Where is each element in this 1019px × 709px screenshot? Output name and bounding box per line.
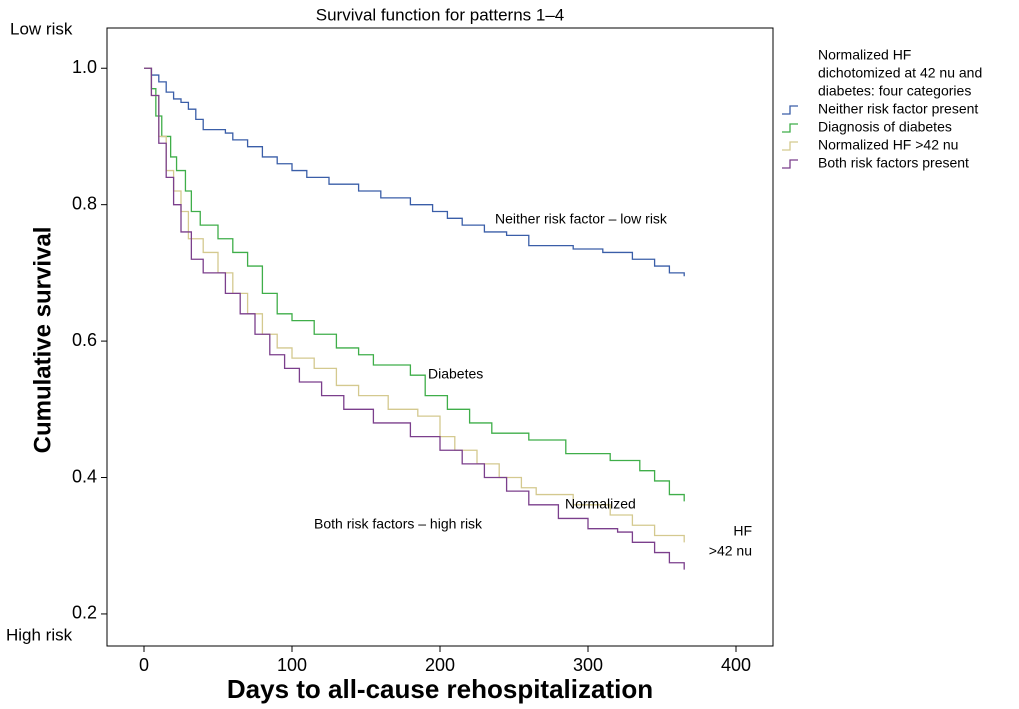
chart-title: Survival function for patterns 1–4 — [316, 5, 565, 24]
legend-swatch — [782, 141, 798, 151]
legend-title: diabetes: four categories — [818, 83, 971, 99]
legend-label: Neither risk factor present — [818, 101, 978, 117]
legend-label: Both risk factors present — [818, 155, 969, 171]
curve-annotation: Diabetes — [428, 366, 483, 382]
legend-title: Normalized HF — [818, 47, 911, 63]
y-tick-label: 1.0 — [72, 57, 97, 77]
curve-annotation: HF — [733, 523, 752, 539]
curve-annotation: >42 nu — [709, 543, 752, 559]
x-tick-label: 100 — [277, 655, 307, 675]
legend-swatch — [782, 105, 798, 115]
curve-annotation: Neither risk factor – low risk — [495, 211, 668, 227]
plot-frame — [106, 27, 774, 647]
curve-annotation: Both risk factors – high risk — [314, 516, 483, 532]
survival-curve — [144, 67, 685, 543]
y-tick-label: 0.8 — [72, 193, 97, 213]
legend-swatch — [782, 123, 798, 133]
x-tick-label: 300 — [573, 655, 603, 675]
x-tick-label: 400 — [721, 655, 751, 675]
y-top-note: Low risk — [10, 19, 73, 38]
survival-curve — [144, 67, 685, 502]
survival-curve — [144, 67, 685, 277]
y-tick-label: 0.4 — [72, 466, 97, 486]
curve-annotation: Normalized — [565, 496, 636, 512]
y-tick-label: 0.2 — [72, 603, 97, 623]
x-tick-label: 200 — [425, 655, 455, 675]
survival-curve — [144, 67, 685, 570]
y-bottom-note: High risk — [6, 625, 73, 644]
legend-title: dichotomized at 42 nu and — [818, 65, 982, 81]
y-axis-title: Cumulative survival — [29, 227, 56, 454]
legend-label: Normalized HF >42 nu — [818, 137, 958, 153]
x-axis-title: Days to all-cause rehospitalization — [227, 674, 653, 704]
x-tick-label: 0 — [139, 655, 149, 675]
legend-swatch — [782, 159, 798, 169]
y-tick-label: 0.6 — [72, 330, 97, 350]
legend-label: Diagnosis of diabetes — [818, 119, 952, 135]
